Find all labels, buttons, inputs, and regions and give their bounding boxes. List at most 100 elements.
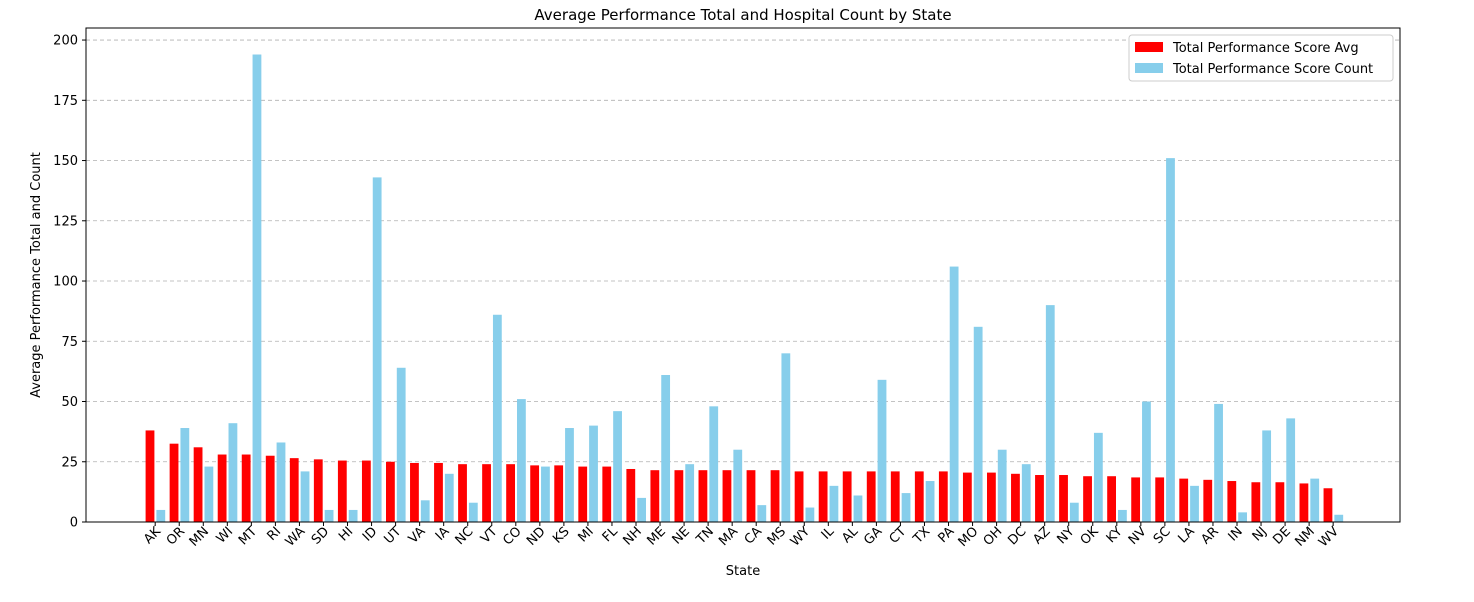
x-tick-label: WA (283, 524, 309, 550)
grid-lines (86, 39, 1400, 463)
x-tick-label: CO (500, 524, 524, 548)
x-tick-label: NJ (1250, 524, 1270, 544)
y-tick-label: 50 (61, 395, 78, 410)
bar-avg (1275, 482, 1285, 522)
bar-count (565, 428, 574, 522)
bar-avg (770, 470, 780, 522)
x-tick-label: KY (1104, 524, 1126, 546)
x-tick-label: NV (1126, 524, 1150, 548)
legend-label-count: Total Performance Score Count (1172, 62, 1373, 77)
x-tick-label: KS (550, 524, 572, 546)
bar-count (300, 471, 310, 522)
x-tick-label: AZ (1030, 524, 1053, 547)
bar-avg (265, 455, 275, 522)
x-tick-label: DE (1270, 524, 1294, 548)
bar-count (517, 399, 526, 522)
bar-count (492, 314, 502, 522)
bar-avg (578, 466, 588, 522)
bar-avg (386, 461, 395, 522)
legend-label-avg: Total Performance Score Avg (1172, 41, 1359, 56)
bar-count (1069, 502, 1079, 522)
bar-count (1238, 512, 1247, 522)
x-tick-label: SD (309, 524, 333, 548)
bar-avg (890, 471, 900, 522)
bar-count (444, 473, 454, 522)
bar-count (1166, 158, 1175, 522)
bar-count (1262, 430, 1272, 522)
x-tick-label: CA (742, 524, 765, 547)
bar-count (1214, 403, 1223, 522)
bar-count (757, 505, 767, 522)
bar-avg (818, 471, 828, 522)
legend: Total Performance Score Avg Total Perfor… (1128, 34, 1394, 82)
bar-count (925, 481, 935, 522)
bar-avg (914, 471, 924, 522)
x-tick-label: NE (670, 524, 693, 547)
x-tick-label: IA (433, 524, 453, 544)
y-tick-label: 0 (70, 516, 78, 531)
chart-title: Average Performance Total and Hospital C… (534, 6, 951, 24)
bar-count (853, 495, 863, 522)
x-tick-label: NH (620, 524, 644, 548)
bar-count (252, 54, 262, 522)
bar-count (733, 449, 743, 522)
bar-avg (650, 470, 660, 522)
bar-count (661, 375, 671, 522)
x-tick-label: IN (1226, 524, 1246, 544)
bar-count (949, 266, 959, 522)
x-tick-label: WY (788, 524, 813, 549)
x-tick-label: MA (716, 524, 741, 549)
bar-avg (1323, 488, 1333, 522)
bar-avg (866, 471, 876, 522)
bar-avg (458, 464, 467, 522)
x-tick-label: VT (478, 524, 501, 547)
y-tick-label: 125 (53, 214, 78, 229)
x-tick-label: LA (1176, 524, 1198, 546)
x-axis-label: State (726, 564, 760, 579)
legend-box (1128, 34, 1394, 82)
bar-count (276, 442, 286, 522)
bar-avg (626, 468, 636, 522)
bar-count (1334, 514, 1344, 522)
legend-swatch-avg (1135, 42, 1163, 52)
bar-count (348, 509, 358, 522)
bar-avg (506, 464, 515, 522)
bar-avg (337, 460, 347, 522)
y-tick-label: 75 (61, 335, 78, 350)
x-tick-label: SC (1151, 524, 1174, 547)
x-tick-label: NY (1054, 524, 1077, 547)
bar-avg (722, 470, 732, 522)
bar-avg (241, 454, 251, 522)
bar-count (228, 423, 238, 522)
x-tick-label: MI (575, 524, 596, 545)
x-tick-label: VA (406, 524, 429, 547)
bar-avg (962, 472, 972, 522)
bar-count (613, 411, 622, 522)
bar-avg (1299, 483, 1309, 522)
bar-avg (602, 466, 612, 522)
bar-count (781, 353, 791, 522)
y-tick-label: 175 (53, 94, 78, 109)
bar-count (901, 493, 911, 522)
bar-avg (1131, 477, 1141, 522)
x-tick-label: ND (524, 524, 549, 549)
y-axis: 0 25 50 75 100 125 150 175 200 (53, 34, 86, 531)
legend-swatch-count (1135, 63, 1163, 73)
x-tick-label: TX (910, 524, 933, 547)
bar-count (324, 509, 334, 522)
bar-count (877, 379, 887, 522)
x-tick-label: MT (236, 524, 260, 548)
x-tick-label: NM (1293, 524, 1318, 549)
x-tick-label: DC (1005, 524, 1029, 548)
bar-count (589, 425, 598, 522)
bar-avg (410, 462, 419, 522)
bar-count (1021, 464, 1031, 522)
x-tick-label: WI (214, 524, 236, 546)
bar-avg (987, 472, 996, 522)
bar-count (709, 406, 719, 522)
y-tick-label: 25 (61, 455, 78, 470)
bar-count (204, 466, 214, 522)
bar-avg (1083, 476, 1092, 522)
